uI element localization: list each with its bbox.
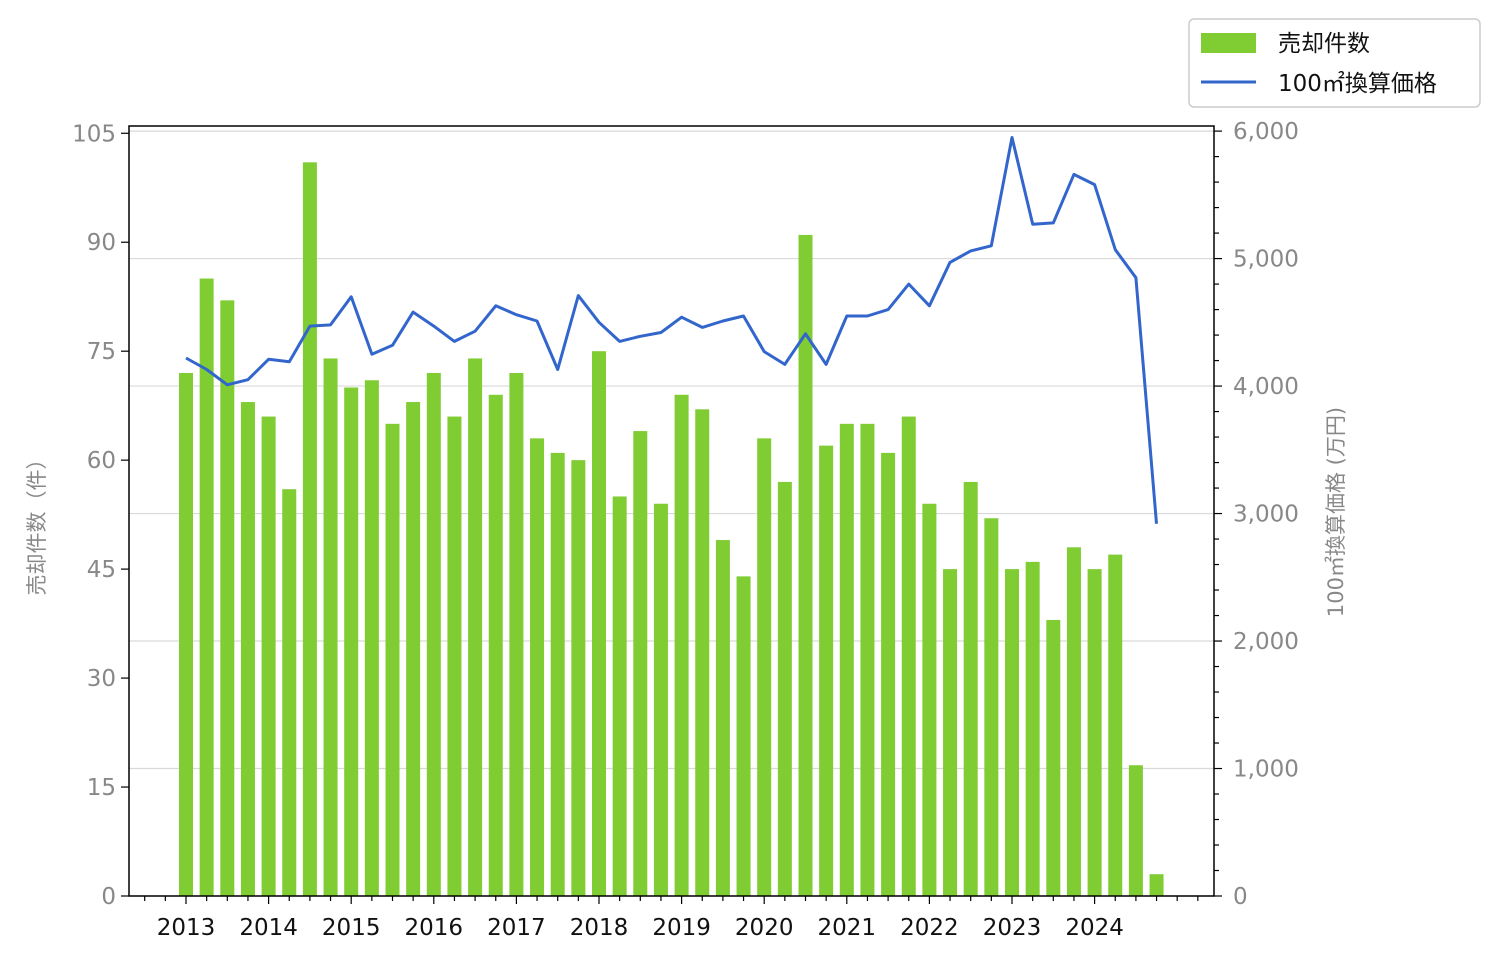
bar-2 (220, 300, 235, 897)
bar-36 (922, 503, 937, 896)
bar-14 (468, 358, 483, 896)
bar-10 (385, 423, 400, 896)
y-left-tick-label: 45 (87, 557, 116, 583)
bar-29 (777, 481, 792, 896)
y-right-tick-label: 2,000 (1233, 629, 1299, 655)
bar-15 (488, 394, 503, 896)
x-tick-label: 2020 (735, 915, 794, 941)
bar-8 (344, 387, 359, 896)
x-tick-label: 2021 (818, 915, 877, 941)
bar-16 (509, 372, 524, 896)
bar-33 (860, 423, 875, 896)
x-tick-label: 2023 (983, 915, 1042, 941)
x-tick-label: 2024 (1065, 915, 1124, 941)
bar-21 (612, 496, 627, 896)
y-left-tick-label: 0 (101, 884, 116, 910)
bar-41 (1025, 561, 1040, 896)
y-left-tick-label: 75 (87, 339, 116, 365)
y-axis-left: 0 15 30 45 60 75 90 105 (72, 121, 129, 910)
legend-swatch-bar (1201, 33, 1256, 53)
bar-3 (240, 402, 255, 896)
y-axis-right-title: 100㎡換算価格 (万円) (1324, 407, 1348, 617)
bar-32 (839, 423, 854, 896)
bar-0 (179, 372, 193, 896)
y-left-tick-label: 105 (72, 121, 116, 147)
plot-frame (128, 125, 1215, 897)
bar-13 (447, 416, 462, 896)
y-right-tick-label: 4,000 (1233, 374, 1299, 400)
bar-5 (282, 489, 297, 896)
y-left-tick-label: 30 (87, 666, 116, 692)
bar-7 (323, 358, 338, 896)
x-tick-label: 2015 (322, 915, 381, 941)
x-axis: 2013 2014 2015 2016 2017 2018 2019 2020 2021 2022… (144, 896, 1199, 941)
y-right-tick-label: 6,000 (1233, 119, 1299, 145)
y-right-tick-label: 1,000 (1233, 757, 1299, 783)
bar-39 (984, 518, 999, 896)
bar-18 (550, 452, 565, 896)
bar-19 (571, 460, 586, 896)
bar-11 (406, 402, 421, 896)
price-line (185, 136, 1158, 524)
x-tick-label: 2014 (239, 915, 298, 941)
bar-9 (364, 380, 379, 897)
bar-1 (199, 278, 214, 896)
bar-12 (426, 372, 441, 896)
x-tick-label: 2017 (487, 915, 546, 941)
bar-30 (798, 234, 813, 896)
legend-box (1188, 18, 1481, 108)
y-left-tick-label: 60 (87, 448, 116, 474)
bar-23 (653, 503, 668, 896)
y-axis-left-title: 売却件数（件） (25, 449, 49, 596)
x-tick-label: 2018 (570, 915, 629, 941)
y-left-tick-label: 90 (87, 230, 116, 256)
bar-6 (302, 162, 317, 897)
x-tick-label: 2019 (652, 915, 711, 941)
bar-38 (963, 481, 978, 896)
bar-4 (261, 416, 276, 896)
y-left-tick-label: 15 (87, 775, 116, 801)
bar-34 (881, 452, 896, 896)
legend-label-sales-count: 売却件数 (1278, 31, 1370, 57)
bar-43 (1066, 547, 1081, 896)
bar-26 (715, 540, 730, 896)
y-right-tick-label: 3,000 (1233, 502, 1299, 528)
bar-45 (1108, 554, 1123, 896)
x-tick-label: 2022 (900, 915, 959, 941)
bar-40 (1005, 569, 1019, 896)
bar-42 (1046, 619, 1061, 896)
bar-27 (736, 576, 751, 896)
x-tick-label: 2013 (157, 915, 216, 941)
legend: 売却件数 100㎡換算価格 (1188, 18, 1481, 108)
bar-25 (695, 409, 710, 896)
bar-37 (943, 569, 958, 896)
bar-series-sales-count (179, 162, 1164, 897)
line-series-price (185, 136, 1158, 524)
bar-24 (674, 394, 689, 896)
bar-22 (633, 431, 648, 896)
bar-20 (592, 351, 606, 896)
x-tick-label: 2016 (405, 915, 464, 941)
y-axis-right: 0 1,000 2,000 3,000 4,000 5,000 6,000 (1214, 119, 1299, 910)
bar-46 (1128, 765, 1143, 896)
bar-31 (819, 445, 834, 896)
bar-44 (1087, 569, 1102, 896)
legend-label-price: 100㎡換算価格 (1278, 71, 1437, 97)
y-right-tick-label: 5,000 (1233, 247, 1299, 273)
bar-47 (1149, 874, 1164, 896)
bar-17 (530, 438, 545, 896)
y-right-tick-label: 0 (1233, 884, 1248, 910)
bar-28 (757, 438, 772, 896)
bar-35 (901, 416, 916, 896)
